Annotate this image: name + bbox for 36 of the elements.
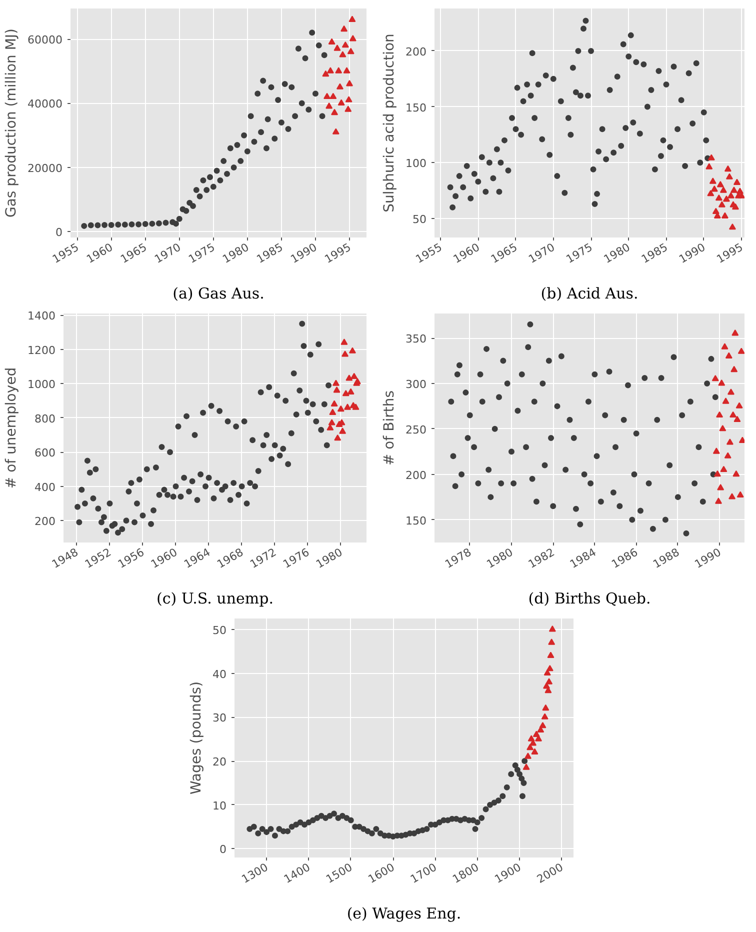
y-tick-label: 10 <box>212 799 227 812</box>
y-tick-label: 200 <box>34 515 56 528</box>
y-tick-label: 250 <box>406 423 427 436</box>
y-tick-label: 60000 <box>28 34 63 47</box>
y-tick-label: 0 <box>220 843 226 856</box>
y-tick-label: 400 <box>34 480 56 494</box>
y-tick-label: 1200 <box>28 344 56 357</box>
y-tick-label: 150 <box>406 514 427 528</box>
y-tick-label: 50 <box>412 213 427 226</box>
y-tick-label: 30 <box>212 712 227 725</box>
y-axis-title: Wages (pounds) <box>188 681 205 795</box>
x-axis-title: (e) Wages Eng. <box>346 904 462 922</box>
y-axis-title: # of unemployed <box>4 367 20 489</box>
y-tick-label: 300 <box>406 378 427 391</box>
y-tick-label: 200 <box>406 468 427 482</box>
x-axis-title: (c) U.S. unemp. <box>156 589 274 608</box>
x-axis-title: (a) Gas Aus. <box>172 284 264 302</box>
y-axis-title: Sulphuric acid production <box>382 34 398 212</box>
y-tick-label: 600 <box>34 446 56 460</box>
y-tick-label: 1000 <box>28 378 56 392</box>
y-axis-title: # of Births <box>382 390 398 466</box>
y-tick-label: 800 <box>34 412 56 426</box>
y-tick-label: 20 <box>212 756 227 769</box>
x-axis-title: (b) Acid Aus. <box>540 284 638 302</box>
y-tick-label: 150 <box>406 101 427 114</box>
y-tick-label: 50 <box>212 624 227 637</box>
x-axis-title: (d) Births Queb. <box>528 589 651 608</box>
y-tick-label: 100 <box>406 157 427 170</box>
y-axis-title: Gas production (million MJ) <box>4 28 20 218</box>
y-tick-label: 1400 <box>28 310 56 323</box>
y-tick-label: 0 <box>56 226 62 240</box>
y-tick-label: 20000 <box>28 162 63 175</box>
y-tick-label: 40000 <box>28 98 63 111</box>
y-tick-label: 350 <box>406 332 427 346</box>
y-tick-label: 200 <box>406 45 427 58</box>
y-tick-label: 40 <box>212 668 227 681</box>
